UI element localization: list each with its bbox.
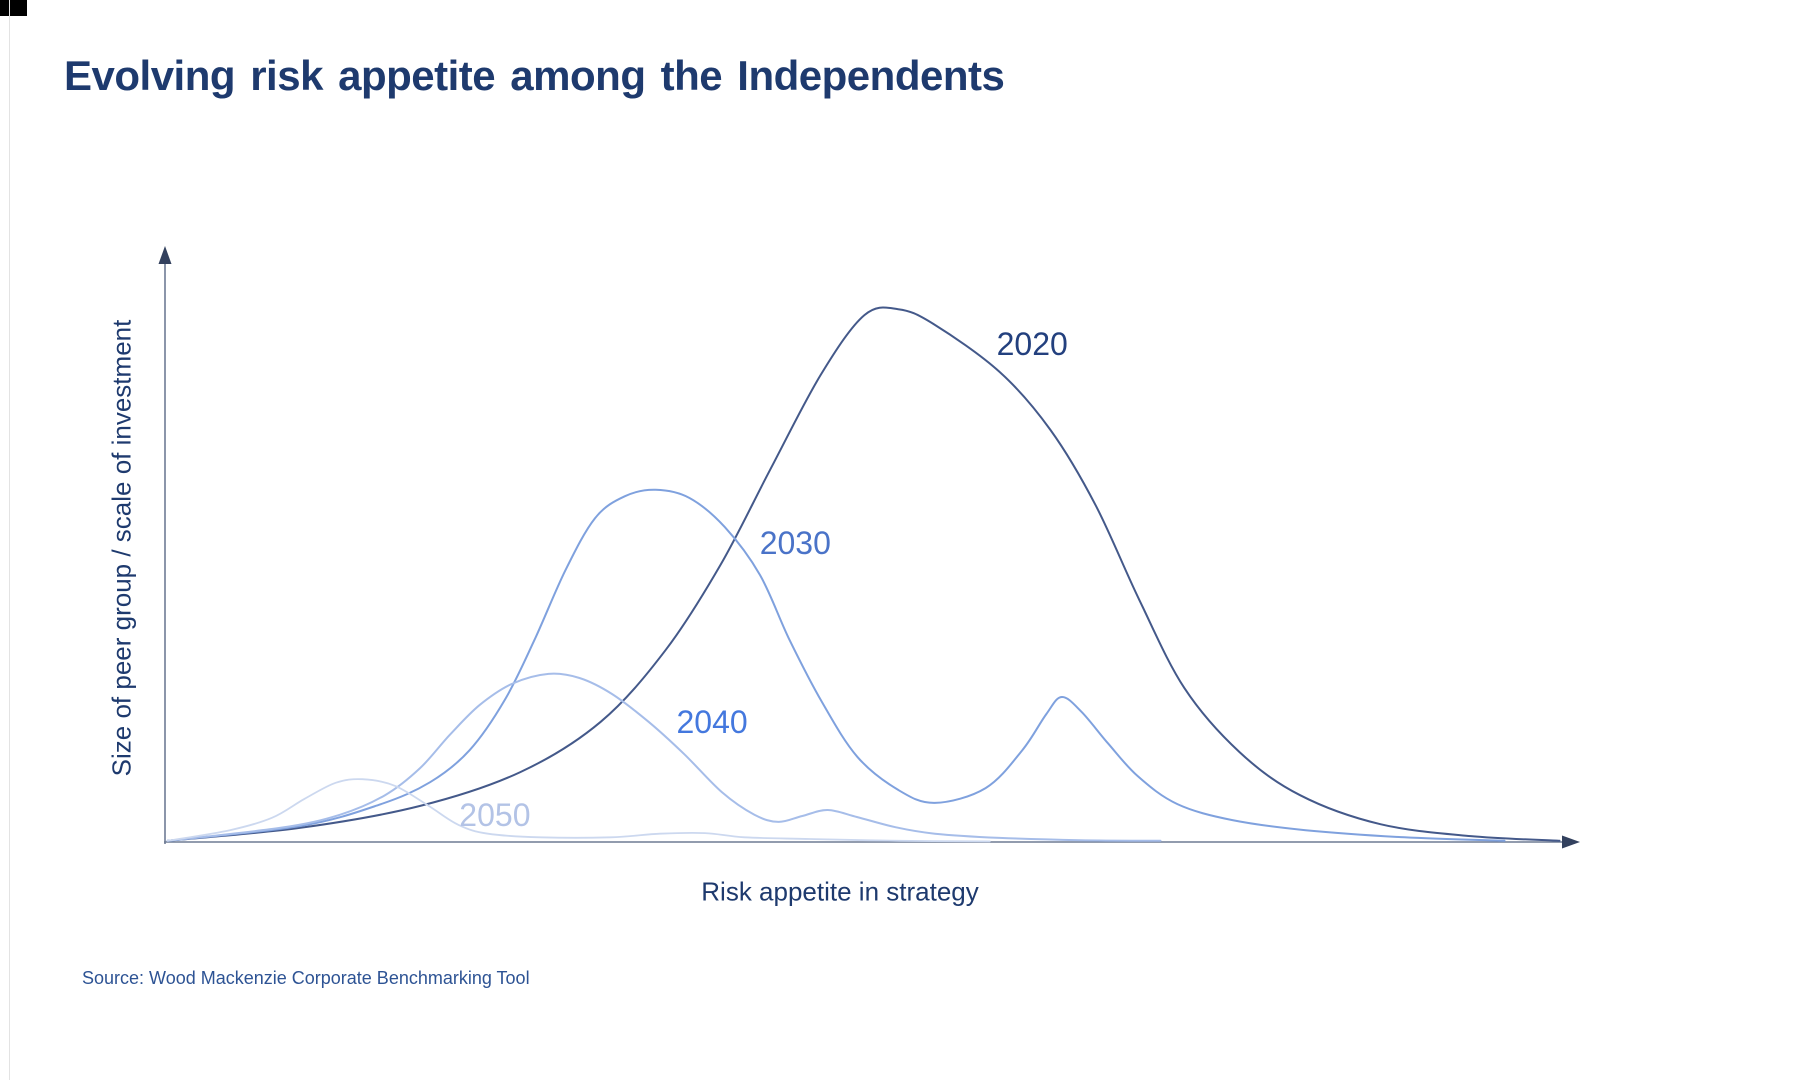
curves-group: 2020 2030 2040 2050 — [166, 306, 1561, 843]
curve-2040 — [166, 672, 1162, 842]
curve-label-2030: 2030 — [760, 525, 831, 561]
screen-corner-artifact — [0, 0, 27, 16]
curve-label-2050: 2050 — [459, 797, 530, 833]
curve-2020 — [166, 306, 1561, 842]
chart-title: Evolving risk appetite among the Indepen… — [64, 52, 1005, 99]
source-note: Source: Wood Mackenzie Corporate Benchma… — [82, 968, 530, 988]
curve-2050 — [166, 778, 991, 843]
curve-label-2040: 2040 — [677, 704, 748, 740]
x-axis-arrow-icon — [1562, 835, 1580, 849]
left-edge-divider — [9, 0, 10, 1080]
curve-label-2020: 2020 — [997, 326, 1068, 362]
x-axis-label: Risk appetite in strategy — [701, 876, 979, 907]
y-axis-arrow-icon — [158, 246, 172, 264]
curve-2030 — [166, 488, 1506, 842]
